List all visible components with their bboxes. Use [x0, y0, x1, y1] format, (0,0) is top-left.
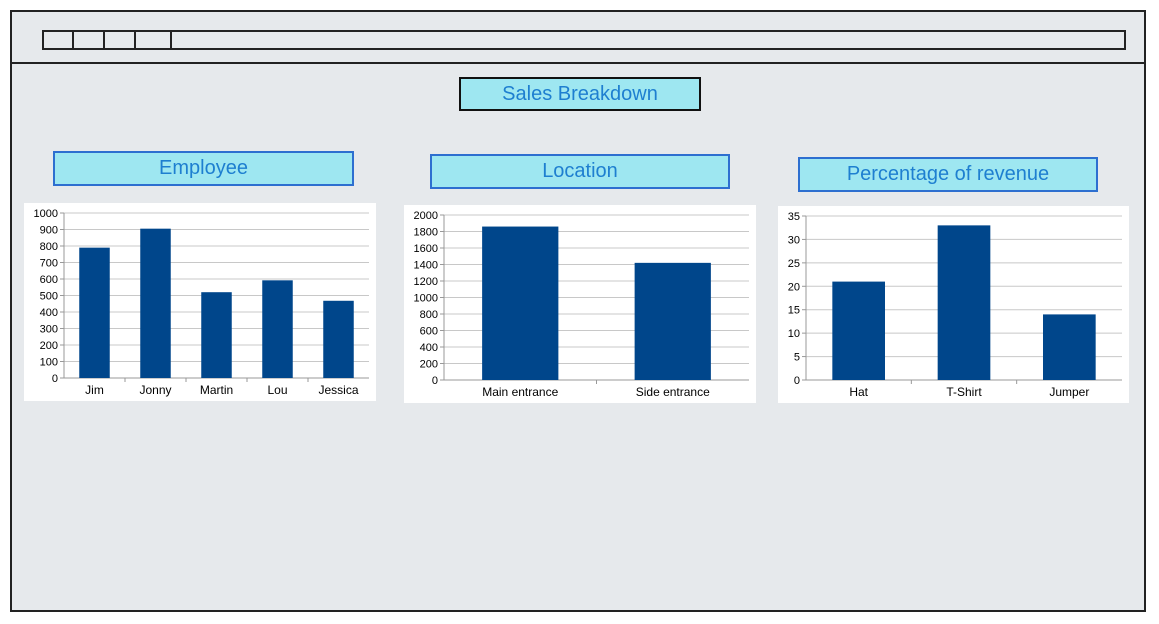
revenue-chart-panel: 0 5 10 15 20 25 30 35 Hat T-Shirt Jumper — [778, 206, 1129, 403]
address-bar[interactable] — [42, 30, 1126, 50]
category-label: Side entrance — [636, 385, 710, 399]
y-tick-label: 600 — [420, 326, 438, 338]
y-tick-label: 1200 — [414, 276, 438, 288]
y-tick-label: 1000 — [34, 208, 58, 220]
y-tick-label: 800 — [40, 241, 58, 253]
forward-button[interactable] — [74, 32, 105, 48]
y-tick-label: 500 — [40, 291, 58, 303]
location-chart-panel: 0 200 400 600 800 1000 1200 1400 1600 1800 2000 Mai… — [404, 205, 756, 403]
bar — [323, 300, 354, 378]
page-title: Sales Breakdown — [459, 77, 701, 111]
y-tick-label: 35 — [788, 211, 800, 223]
category-label: Jim — [85, 383, 104, 397]
bar — [634, 262, 711, 380]
revenue-bar-chart: 0 5 10 15 20 25 30 35 Hat T-Shirt Jumper — [788, 211, 1122, 399]
section-title-revenue: Percentage of revenue — [798, 157, 1098, 192]
y-tick-label: 600 — [40, 274, 58, 286]
y-tick-label: 0 — [432, 375, 438, 387]
bar — [79, 247, 110, 378]
y-tick-label: 1800 — [414, 227, 438, 239]
y-tick-label: 1600 — [414, 243, 438, 255]
y-tick-label: 800 — [420, 309, 438, 321]
employee-bar-chart: 0 100 200 300 400 500 600 700 800 900 1000 Jim Jonny… — [34, 208, 369, 397]
location-bar-chart: 0 200 400 600 800 1000 1200 1400 1600 1800 2000 Mai… — [414, 210, 749, 399]
y-tick-label: 1400 — [414, 260, 438, 272]
window-titlebar — [12, 12, 1144, 64]
category-label: T-Shirt — [946, 385, 982, 399]
category-label: Hat — [849, 385, 868, 399]
category-label: Jessica — [318, 383, 358, 397]
y-tick-label: 900 — [40, 225, 58, 237]
bar — [482, 226, 559, 380]
y-tick-label: 400 — [420, 342, 438, 354]
bar — [201, 292, 232, 378]
y-tick-label: 200 — [420, 359, 438, 371]
y-tick-label: 5 — [794, 352, 800, 364]
home-button[interactable] — [136, 32, 172, 48]
bar — [832, 281, 885, 380]
y-tick-label: 400 — [40, 307, 58, 319]
category-label: Main entrance — [482, 385, 558, 399]
y-tick-label: 20 — [788, 281, 800, 293]
bar — [937, 225, 991, 380]
bar — [1043, 314, 1096, 380]
y-tick-label: 2000 — [414, 210, 438, 222]
category-label: Martin — [200, 383, 233, 397]
category-label: Jumper — [1049, 385, 1089, 399]
y-tick-label: 10 — [788, 328, 800, 340]
y-tick-label: 300 — [40, 324, 58, 336]
refresh-button[interactable] — [105, 32, 136, 48]
section-title-employee: Employee — [53, 151, 354, 186]
y-tick-label: 200 — [40, 340, 58, 352]
y-tick-label: 1000 — [414, 293, 438, 305]
bar — [262, 280, 293, 378]
bar — [140, 228, 171, 378]
category-label: Jonny — [139, 383, 171, 397]
y-tick-label: 0 — [52, 373, 58, 385]
y-tick-label: 0 — [794, 375, 800, 387]
y-tick-label: 100 — [40, 357, 58, 369]
y-tick-label: 700 — [40, 258, 58, 270]
y-tick-label: 15 — [788, 305, 800, 317]
section-title-location: Location — [430, 154, 730, 189]
y-tick-label: 25 — [788, 258, 800, 270]
back-button[interactable] — [44, 32, 74, 48]
category-label: Lou — [267, 383, 287, 397]
y-tick-label: 30 — [788, 234, 800, 246]
employee-chart-panel: 0 100 200 300 400 500 600 700 800 900 1000 Jim Jonny… — [24, 203, 376, 401]
